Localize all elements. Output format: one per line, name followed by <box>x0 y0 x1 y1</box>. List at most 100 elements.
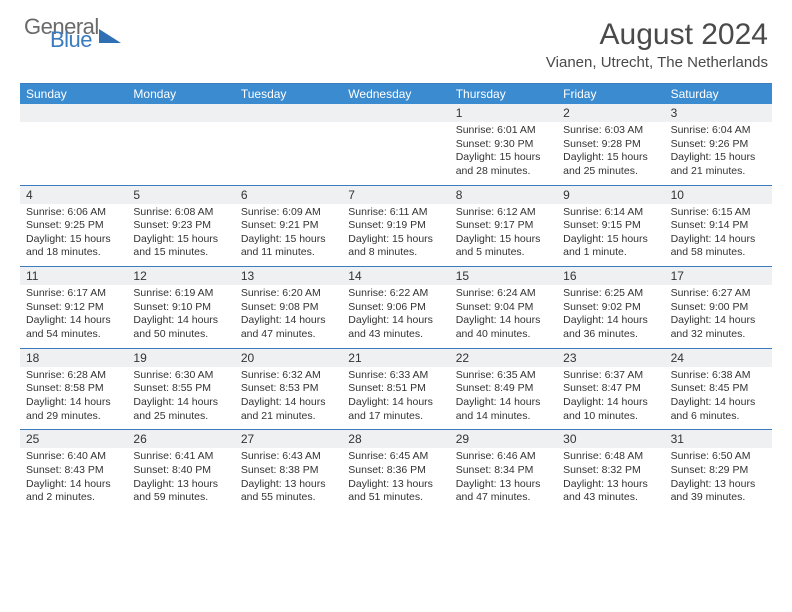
daylight-text: Daylight: 13 hours and 59 minutes. <box>133 478 228 505</box>
day-cell: Sunrise: 6:22 AMSunset: 9:06 PMDaylight:… <box>342 285 449 348</box>
week-body-row: Sunrise: 6:40 AMSunset: 8:43 PMDaylight:… <box>20 448 772 511</box>
day-cell: Sunrise: 6:04 AMSunset: 9:26 PMDaylight:… <box>665 122 772 185</box>
day-number: 20 <box>235 348 342 367</box>
week-number-row: 18192021222324 <box>20 348 772 367</box>
day-number: 13 <box>235 266 342 285</box>
title-block: August 2024 Vianen, Utrecht, The Netherl… <box>546 18 768 71</box>
week-body-row: Sunrise: 6:01 AMSunset: 9:30 PMDaylight:… <box>20 122 772 185</box>
sunset-text: Sunset: 9:26 PM <box>671 138 766 152</box>
daylight-text: Daylight: 15 hours and 1 minute. <box>563 233 658 260</box>
day-cell: Sunrise: 6:19 AMSunset: 9:10 PMDaylight:… <box>127 285 234 348</box>
day-number: 12 <box>127 266 234 285</box>
day-cell: Sunrise: 6:45 AMSunset: 8:36 PMDaylight:… <box>342 448 449 511</box>
day-cell: Sunrise: 6:32 AMSunset: 8:53 PMDaylight:… <box>235 367 342 430</box>
day-cell: Sunrise: 6:40 AMSunset: 8:43 PMDaylight:… <box>20 448 127 511</box>
daylight-text: Daylight: 13 hours and 47 minutes. <box>456 478 551 505</box>
sunrise-text: Sunrise: 6:41 AM <box>133 450 228 464</box>
day-number: 19 <box>127 348 234 367</box>
day-number: 9 <box>557 185 664 204</box>
day-cell: Sunrise: 6:43 AMSunset: 8:38 PMDaylight:… <box>235 448 342 511</box>
weekday-thu: Thursday <box>450 84 557 104</box>
sunrise-text: Sunrise: 6:50 AM <box>671 450 766 464</box>
sunset-text: Sunset: 8:32 PM <box>563 464 658 478</box>
sunrise-text: Sunrise: 6:40 AM <box>26 450 121 464</box>
daylight-text: Daylight: 14 hours and 29 minutes. <box>26 396 121 423</box>
day-number: 18 <box>20 348 127 367</box>
sunrise-text: Sunrise: 6:35 AM <box>456 369 551 383</box>
day-cell <box>20 122 127 185</box>
sunset-text: Sunset: 8:55 PM <box>133 382 228 396</box>
daylight-text: Daylight: 14 hours and 47 minutes. <box>241 314 336 341</box>
sunset-text: Sunset: 9:15 PM <box>563 219 658 233</box>
day-number: 23 <box>557 348 664 367</box>
sunrise-text: Sunrise: 6:06 AM <box>26 206 121 220</box>
day-cell: Sunrise: 6:24 AMSunset: 9:04 PMDaylight:… <box>450 285 557 348</box>
day-cell: Sunrise: 6:15 AMSunset: 9:14 PMDaylight:… <box>665 204 772 267</box>
day-cell: Sunrise: 6:03 AMSunset: 9:28 PMDaylight:… <box>557 122 664 185</box>
day-cell: Sunrise: 6:48 AMSunset: 8:32 PMDaylight:… <box>557 448 664 511</box>
day-cell: Sunrise: 6:50 AMSunset: 8:29 PMDaylight:… <box>665 448 772 511</box>
daylight-text: Daylight: 13 hours and 51 minutes. <box>348 478 443 505</box>
day-number: 5 <box>127 185 234 204</box>
day-number: 30 <box>557 429 664 448</box>
daylight-text: Daylight: 14 hours and 50 minutes. <box>133 314 228 341</box>
sunset-text: Sunset: 9:00 PM <box>671 301 766 315</box>
day-number: 28 <box>342 429 449 448</box>
sunrise-text: Sunrise: 6:48 AM <box>563 450 658 464</box>
week-number-row: 11121314151617 <box>20 266 772 285</box>
location-text: Vianen, Utrecht, The Netherlands <box>546 54 768 71</box>
day-number: 16 <box>557 266 664 285</box>
sunset-text: Sunset: 9:30 PM <box>456 138 551 152</box>
day-number: 10 <box>665 185 772 204</box>
day-cell: Sunrise: 6:27 AMSunset: 9:00 PMDaylight:… <box>665 285 772 348</box>
logo-triangle-icon <box>99 29 121 43</box>
sunset-text: Sunset: 9:19 PM <box>348 219 443 233</box>
sunset-text: Sunset: 9:04 PM <box>456 301 551 315</box>
day-number: 15 <box>450 266 557 285</box>
day-number: 29 <box>450 429 557 448</box>
day-cell: Sunrise: 6:09 AMSunset: 9:21 PMDaylight:… <box>235 204 342 267</box>
page-header: General Blue August 2024 Vianen, Utrecht… <box>0 0 792 77</box>
day-cell: Sunrise: 6:17 AMSunset: 9:12 PMDaylight:… <box>20 285 127 348</box>
sunrise-text: Sunrise: 6:15 AM <box>671 206 766 220</box>
sunset-text: Sunset: 8:40 PM <box>133 464 228 478</box>
weekday-fri: Friday <box>557 84 664 104</box>
weekday-header-row: Sunday Monday Tuesday Wednesday Thursday… <box>20 84 772 104</box>
day-number <box>235 104 342 122</box>
day-number: 25 <box>20 429 127 448</box>
daylight-text: Daylight: 15 hours and 8 minutes. <box>348 233 443 260</box>
sunset-text: Sunset: 8:51 PM <box>348 382 443 396</box>
sunrise-text: Sunrise: 6:32 AM <box>241 369 336 383</box>
day-number: 21 <box>342 348 449 367</box>
sunset-text: Sunset: 8:45 PM <box>671 382 766 396</box>
daylight-text: Daylight: 15 hours and 15 minutes. <box>133 233 228 260</box>
daylight-text: Daylight: 14 hours and 36 minutes. <box>563 314 658 341</box>
sunrise-text: Sunrise: 6:04 AM <box>671 124 766 138</box>
day-number: 22 <box>450 348 557 367</box>
sunset-text: Sunset: 9:28 PM <box>563 138 658 152</box>
sunrise-text: Sunrise: 6:11 AM <box>348 206 443 220</box>
day-cell <box>235 122 342 185</box>
day-number <box>20 104 127 122</box>
day-cell: Sunrise: 6:30 AMSunset: 8:55 PMDaylight:… <box>127 367 234 430</box>
sunrise-text: Sunrise: 6:08 AM <box>133 206 228 220</box>
calendar: Sunday Monday Tuesday Wednesday Thursday… <box>20 83 772 511</box>
sunrise-text: Sunrise: 6:12 AM <box>456 206 551 220</box>
day-number: 26 <box>127 429 234 448</box>
logo: General Blue <box>24 18 121 49</box>
sunrise-text: Sunrise: 6:24 AM <box>456 287 551 301</box>
daylight-text: Daylight: 14 hours and 2 minutes. <box>26 478 121 505</box>
sunrise-text: Sunrise: 6:20 AM <box>241 287 336 301</box>
daylight-text: Daylight: 14 hours and 40 minutes. <box>456 314 551 341</box>
sunrise-text: Sunrise: 6:19 AM <box>133 287 228 301</box>
day-cell <box>342 122 449 185</box>
day-cell: Sunrise: 6:08 AMSunset: 9:23 PMDaylight:… <box>127 204 234 267</box>
day-cell: Sunrise: 6:35 AMSunset: 8:49 PMDaylight:… <box>450 367 557 430</box>
daylight-text: Daylight: 15 hours and 18 minutes. <box>26 233 121 260</box>
sunset-text: Sunset: 8:47 PM <box>563 382 658 396</box>
day-cell: Sunrise: 6:46 AMSunset: 8:34 PMDaylight:… <box>450 448 557 511</box>
weekday-sun: Sunday <box>20 84 127 104</box>
weekday-mon: Monday <box>127 84 234 104</box>
sunset-text: Sunset: 9:17 PM <box>456 219 551 233</box>
sunrise-text: Sunrise: 6:46 AM <box>456 450 551 464</box>
